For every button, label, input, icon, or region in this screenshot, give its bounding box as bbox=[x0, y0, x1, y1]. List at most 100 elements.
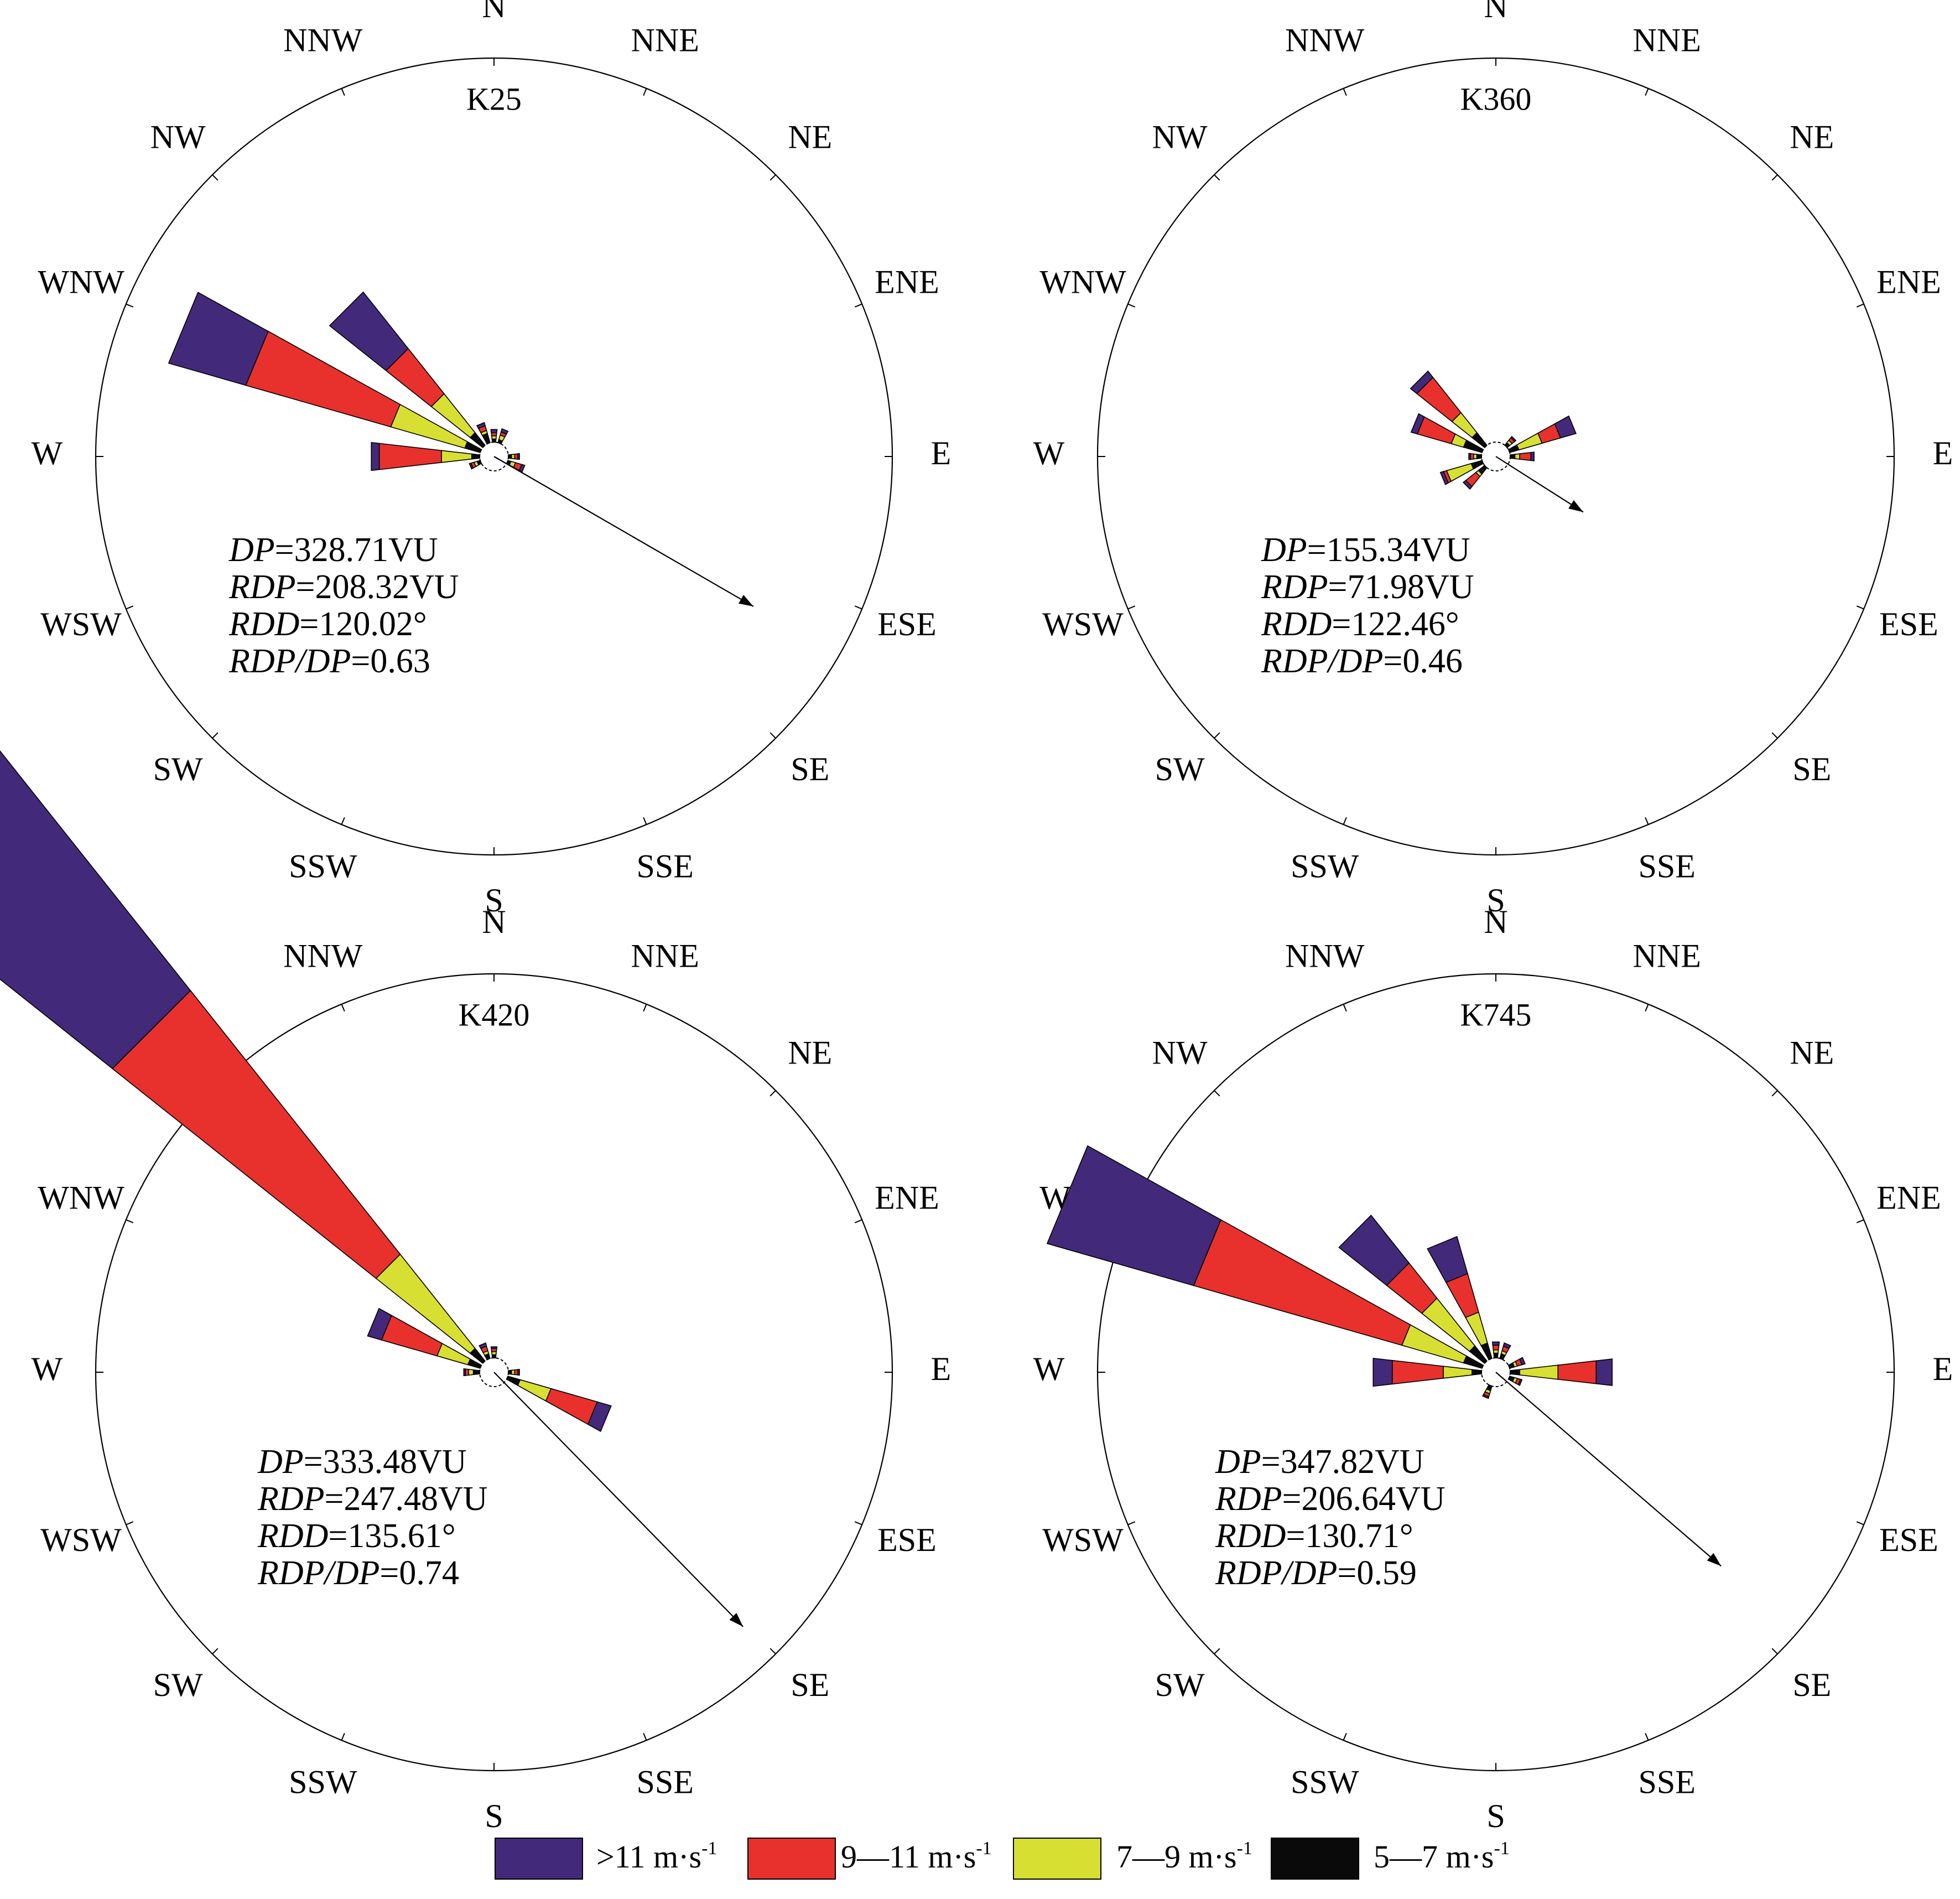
legend-text: 5—7 m·s bbox=[1374, 1839, 1494, 1875]
stat-name: RDP bbox=[1215, 1480, 1282, 1518]
tick-SW bbox=[1214, 732, 1220, 739]
petal-N-s7_9 bbox=[1493, 1349, 1499, 1354]
stat-value: 328.71VU bbox=[294, 531, 438, 569]
petal-N-s9_11 bbox=[1492, 1345, 1500, 1351]
direction-label-ESE: ESE bbox=[1879, 1522, 1938, 1558]
direction-label-NW: NW bbox=[1152, 118, 1208, 155]
legend-swatch-s9_11 bbox=[747, 1838, 836, 1880]
direction-label-ENE: ENE bbox=[1876, 1180, 1941, 1216]
stat-equals: = bbox=[1332, 605, 1351, 643]
direction-label-N: N bbox=[482, 904, 506, 940]
direction-label-WNW: WNW bbox=[38, 1180, 124, 1216]
legend: >11 m·s-1 9—11 m·s-1 7—9 m·s-1 5—7 m·s-1 bbox=[495, 1838, 1510, 1880]
direction-label-W: W bbox=[1033, 1351, 1065, 1387]
tick-SE bbox=[1771, 1648, 1778, 1654]
petal-WNW-gt11 bbox=[1046, 1145, 1221, 1286]
direction-label-W: W bbox=[32, 1351, 63, 1387]
direction-label-S: S bbox=[1486, 1798, 1505, 1834]
stat-equals: = bbox=[1282, 1480, 1302, 1518]
petal-NW-gt11 bbox=[329, 291, 409, 371]
stat-equals: = bbox=[299, 605, 319, 643]
stat-rdd: RDD=120.02° bbox=[228, 605, 427, 643]
tick-SE bbox=[1771, 732, 1778, 739]
direction-label-NNE: NNE bbox=[631, 22, 699, 58]
petal-WNW-gt11 bbox=[367, 1307, 392, 1341]
stat-name: RDP/DP bbox=[257, 1554, 379, 1592]
direction-label-S: S bbox=[485, 1798, 503, 1834]
stat-equals: = bbox=[1383, 642, 1402, 680]
stat-value: 0.63 bbox=[370, 642, 430, 680]
stat-name: RDD bbox=[257, 1517, 328, 1555]
legend-unit-exponent: -1 bbox=[1237, 1838, 1252, 1859]
direction-label-NE: NE bbox=[788, 118, 832, 155]
stat-equals: = bbox=[351, 642, 370, 680]
stat-name: DP bbox=[1261, 531, 1307, 569]
stat-ratio: RDP/DP=0.59 bbox=[1215, 1554, 1417, 1592]
stat-rdp: RDP=206.64VU bbox=[1215, 1480, 1446, 1518]
petal-E-s7_9 bbox=[511, 1369, 516, 1376]
legend-text: >11 m·s bbox=[596, 1839, 701, 1875]
direction-label-ENE: ENE bbox=[1876, 264, 1941, 300]
stat-value: 0.74 bbox=[399, 1554, 459, 1592]
stat-name: RDP/DP bbox=[1261, 642, 1383, 680]
tick-SE bbox=[770, 1648, 776, 1654]
direction-label-NE: NE bbox=[788, 1034, 832, 1071]
direction-label-NNW: NNW bbox=[1285, 22, 1365, 58]
stat-value: 333.48VU bbox=[323, 1443, 467, 1481]
direction-label-N: N bbox=[1484, 0, 1507, 24]
direction-label-NE: NE bbox=[1790, 1034, 1834, 1071]
direction-label-SSW: SSW bbox=[289, 848, 357, 884]
stat-rdd: RDD=122.46° bbox=[1261, 605, 1459, 643]
direction-label-W: W bbox=[1033, 435, 1065, 471]
petal-N-gt11 bbox=[1491, 1341, 1500, 1346]
stat-rdd: RDD=135.61° bbox=[257, 1517, 456, 1555]
tick-SE bbox=[770, 732, 776, 739]
tick-NNE bbox=[643, 1004, 647, 1012]
direction-label-NNW: NNW bbox=[283, 22, 363, 58]
direction-label-SSW: SSW bbox=[1291, 1763, 1359, 1800]
petal-E-gt11 bbox=[1530, 452, 1535, 461]
tick-ENE bbox=[1856, 1219, 1864, 1223]
tick-SW bbox=[212, 732, 219, 739]
arrow-head bbox=[738, 595, 753, 606]
direction-label-WSW: WSW bbox=[1042, 606, 1124, 642]
tick-NNW bbox=[341, 88, 345, 96]
stat-name: DP bbox=[257, 1443, 304, 1481]
stat-rdp: RDP=71.98VU bbox=[1261, 568, 1474, 606]
direction-label-ENE: ENE bbox=[875, 1180, 939, 1216]
petal-NNW-gt11 bbox=[479, 1342, 487, 1349]
stat-rdp: RDP=247.48VU bbox=[257, 1480, 488, 1518]
tick-ESE bbox=[854, 605, 862, 610]
stat-name: RDD bbox=[228, 605, 299, 643]
stat-value: 0.46 bbox=[1402, 642, 1463, 680]
legend-text: 9—11 m·s bbox=[841, 1839, 976, 1875]
direction-label-E: E bbox=[1933, 435, 1953, 471]
petal-ESE-s9_11 bbox=[545, 1388, 598, 1425]
petal-N-s7_9 bbox=[491, 1351, 497, 1356]
petal-W-s5_7 bbox=[472, 1369, 480, 1376]
direction-label-SE: SE bbox=[791, 751, 829, 787]
stat-value: 247.48VU bbox=[344, 1480, 488, 1518]
tick-SW bbox=[1214, 1648, 1220, 1654]
petal-E-s9_11 bbox=[1557, 1360, 1597, 1384]
stat-ratio: RDP/DP=0.46 bbox=[1261, 642, 1463, 680]
tick-WSW bbox=[1127, 605, 1136, 610]
petal-WNW-gt11 bbox=[1410, 413, 1425, 435]
stat-equals: = bbox=[1261, 1443, 1281, 1481]
tick-WNW bbox=[126, 1219, 134, 1223]
tick-SSE bbox=[1645, 1732, 1649, 1741]
petal-NNW-gt11 bbox=[476, 422, 486, 429]
stat-name: RDP bbox=[1261, 568, 1328, 606]
stat-equals: = bbox=[1286, 1517, 1305, 1555]
stat-dp: DP=155.34VU bbox=[1261, 531, 1470, 569]
tick-NE bbox=[770, 1090, 776, 1097]
tick-NNE bbox=[1645, 88, 1649, 96]
site-title: K360 bbox=[1460, 81, 1532, 117]
petal-NW-gt11 bbox=[1410, 370, 1434, 395]
resultant-drift-arrow bbox=[493, 456, 754, 607]
direction-label-SW: SW bbox=[153, 751, 203, 787]
petal-E-gt11 bbox=[517, 453, 520, 460]
direction-label-ENE: ENE bbox=[875, 264, 939, 300]
site-title: K420 bbox=[459, 997, 530, 1032]
tick-NW bbox=[1214, 1090, 1220, 1097]
